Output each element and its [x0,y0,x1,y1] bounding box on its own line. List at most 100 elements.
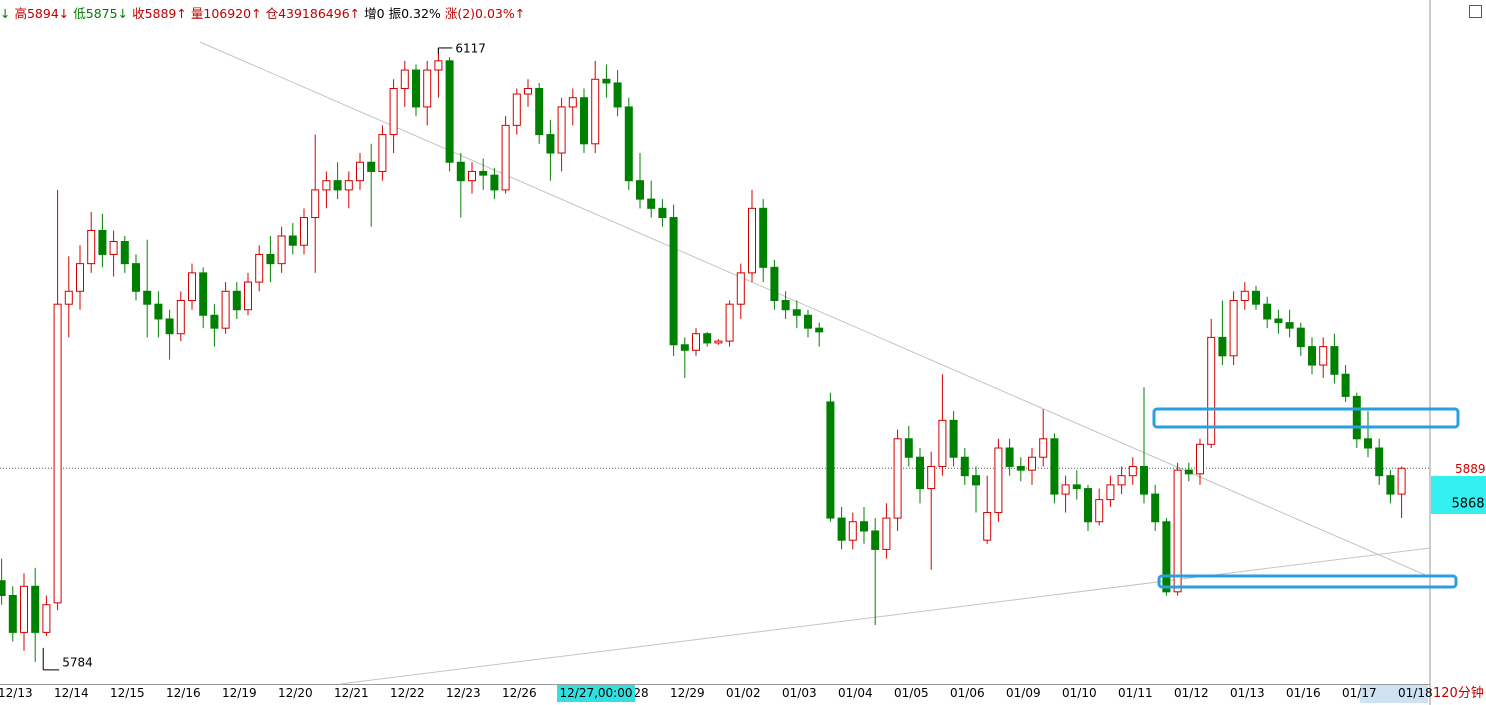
candle-body [860,521,868,532]
candle-body [1151,493,1160,523]
candle-body [1341,373,1350,397]
candle-body [826,401,835,519]
candle-body [748,207,756,274]
candle-body [714,340,723,344]
candle-body [255,253,264,283]
candle-body [445,60,454,163]
selection-highlight [1360,685,1428,703]
candle-body [367,161,376,172]
candle-body [927,465,936,490]
x-tick-label: 01/10 [1062,686,1097,700]
x-tick-label: 12/23 [446,686,481,700]
candle-body [1274,318,1283,324]
candle-body [1296,327,1305,348]
candle-body [221,290,230,329]
quote-item: ↓ [0,6,11,21]
candle-body [938,419,947,467]
candle-body [109,241,118,255]
quote-item: 振0.32% [388,6,441,21]
x-tick-label: 12/19 [222,686,257,700]
quote-header: ↓ 高5894↓ 低5875↓ 收5889↑ 量106920↑ 仓439186496↑ 增0… [0,3,529,21]
candle-body [680,344,689,351]
candle-body [837,517,846,541]
quote-item: 涨(2)0.03%↑ [444,6,526,21]
current-price-label: 5889 [1455,462,1486,476]
candle-body [165,318,174,335]
candle-body [1240,290,1249,302]
x-tick-label: 01/06 [950,686,985,700]
x-tick-label: 12/26 [502,686,537,700]
candle-body [792,309,801,316]
candle-body [636,180,644,200]
candle-body [20,585,28,633]
x-tick-label: 12/22 [390,686,425,700]
candle-body [132,263,140,292]
candle-body [568,97,577,108]
candle-body [904,438,913,458]
x-tick-label: 01/02 [726,686,761,700]
candle-body [1128,465,1137,477]
candle-body [1308,346,1316,366]
x-tick-label: 01/16 [1286,686,1321,700]
candle-body [333,180,342,191]
candle-body [322,180,331,191]
highlight-box [1157,574,1458,589]
candle-body [580,97,588,145]
candle-body [972,475,980,486]
candle-body [546,134,555,154]
x-tick-label: 01/04 [838,686,873,700]
quote-item: 低5875↓ [73,6,129,21]
x-tick-label: 01/05 [894,686,929,700]
trend-line [339,547,1431,685]
candle-body [1050,438,1059,495]
candle-body [624,106,633,182]
quote-item: 增0 [364,6,385,21]
candle-body [501,124,510,191]
candle-body [1364,438,1372,449]
time-cursor-label: 12/27,00:00 [560,686,633,700]
candle-body [311,189,320,219]
candle-body [1218,336,1227,357]
candle-body [781,300,790,311]
x-tick-label: 01/13 [1230,686,1265,700]
candle-body [1005,447,1014,467]
candles: 12/13 12/14 12/15 12/16 12/19 12/20 12/21 12/22… [0,41,1433,700]
x-tick-label: 01/12 [1174,686,1209,700]
candle-body [871,530,880,550]
candle-body [916,456,924,490]
candle-body [613,82,622,108]
candle-body [490,174,499,191]
candle-body [434,60,443,71]
candle-body [423,69,432,108]
candle-body [770,266,779,302]
candle-body [64,290,73,305]
candle-body [1016,465,1025,471]
candle-body [815,327,824,333]
candle-body [1095,499,1104,523]
time-cursor-box [557,685,635,702]
candle-body [412,69,420,108]
candle-body [288,235,297,246]
candle-body [87,229,96,265]
candle-body [479,170,488,176]
candle-body [1039,438,1048,458]
candle-body [456,161,465,182]
candle-body [1184,469,1193,475]
candle-body [1117,475,1126,486]
candle-body [512,93,521,126]
candle-body [669,217,678,346]
candle-body [893,438,902,519]
x-tick-label: 12/29 [670,686,705,700]
candle-body [759,207,768,268]
candle-body [949,419,958,458]
candle-body [53,303,62,604]
window-icon[interactable] [1469,5,1482,18]
candle-body [1375,447,1384,477]
candle-body [557,106,566,154]
candle-body [143,290,152,305]
candle-body [98,229,107,255]
candle-body [692,333,700,351]
x-tick-label: 12/13 [0,686,33,700]
